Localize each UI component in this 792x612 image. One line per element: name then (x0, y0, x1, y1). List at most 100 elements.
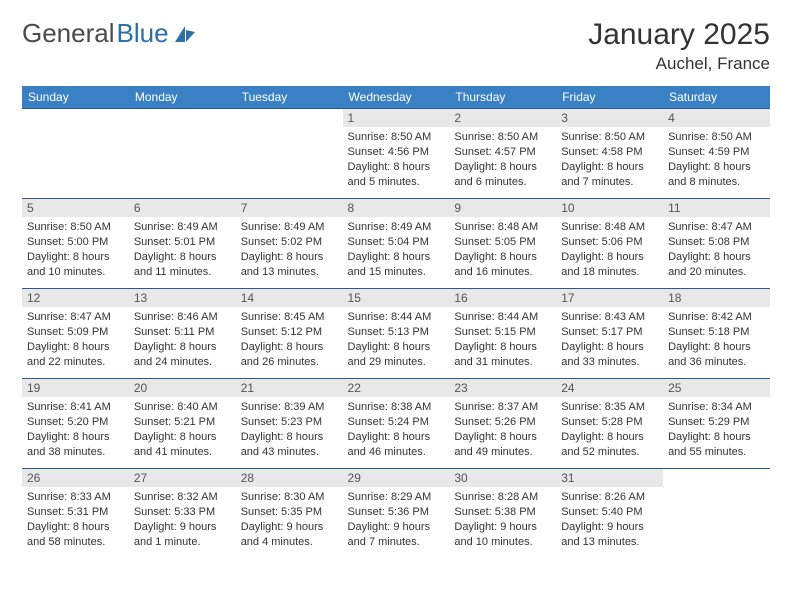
day-number: 9 (449, 199, 556, 217)
sunset-line: Sunset: 5:02 PM (241, 235, 338, 250)
calendar-cell: 26Sunrise: 8:33 AMSunset: 5:31 PMDayligh… (22, 469, 129, 559)
sunset-line: Sunset: 5:38 PM (454, 505, 551, 520)
sunrise-line: Sunrise: 8:29 AM (348, 490, 445, 505)
calendar-body: 1Sunrise: 8:50 AMSunset: 4:56 PMDaylight… (22, 109, 770, 559)
day-number-empty (22, 109, 129, 127)
day-number: 21 (236, 379, 343, 397)
day-details: Sunrise: 8:42 AMSunset: 5:18 PMDaylight:… (663, 307, 770, 372)
dayname-row: SundayMondayTuesdayWednesdayThursdayFrid… (22, 86, 770, 109)
day-details: Sunrise: 8:45 AMSunset: 5:12 PMDaylight:… (236, 307, 343, 372)
day-details: Sunrise: 8:44 AMSunset: 5:13 PMDaylight:… (343, 307, 450, 372)
day-number: 25 (663, 379, 770, 397)
daylight-line: Daylight: 8 hours and 26 minutes. (241, 340, 338, 370)
daylight-line: Daylight: 9 hours and 10 minutes. (454, 520, 551, 550)
day-number: 4 (663, 109, 770, 127)
calendar-cell: 25Sunrise: 8:34 AMSunset: 5:29 PMDayligh… (663, 379, 770, 469)
day-details: Sunrise: 8:29 AMSunset: 5:36 PMDaylight:… (343, 487, 450, 552)
calendar-cell: 24Sunrise: 8:35 AMSunset: 5:28 PMDayligh… (556, 379, 663, 469)
day-number: 12 (22, 289, 129, 307)
calendar-cell: 8Sunrise: 8:49 AMSunset: 5:04 PMDaylight… (343, 199, 450, 289)
day-details: Sunrise: 8:50 AMSunset: 4:59 PMDaylight:… (663, 127, 770, 192)
sunset-line: Sunset: 5:28 PM (561, 415, 658, 430)
calendar-week: 19Sunrise: 8:41 AMSunset: 5:20 PMDayligh… (22, 379, 770, 469)
day-number: 29 (343, 469, 450, 487)
calendar-cell: 5Sunrise: 8:50 AMSunset: 5:00 PMDaylight… (22, 199, 129, 289)
day-details: Sunrise: 8:44 AMSunset: 5:15 PMDaylight:… (449, 307, 556, 372)
sunset-line: Sunset: 5:12 PM (241, 325, 338, 340)
day-number-empty (236, 109, 343, 127)
calendar-week: 12Sunrise: 8:47 AMSunset: 5:09 PMDayligh… (22, 289, 770, 379)
logo-sail-icon (173, 24, 197, 44)
daylight-line: Daylight: 8 hours and 55 minutes. (668, 430, 765, 460)
day-number: 26 (22, 469, 129, 487)
sunrise-line: Sunrise: 8:50 AM (348, 130, 445, 145)
sunset-line: Sunset: 4:58 PM (561, 145, 658, 160)
day-details: Sunrise: 8:50 AMSunset: 4:58 PMDaylight:… (556, 127, 663, 192)
day-details: Sunrise: 8:50 AMSunset: 5:00 PMDaylight:… (22, 217, 129, 282)
calendar-cell: 29Sunrise: 8:29 AMSunset: 5:36 PMDayligh… (343, 469, 450, 559)
sunset-line: Sunset: 5:18 PM (668, 325, 765, 340)
sunrise-line: Sunrise: 8:50 AM (454, 130, 551, 145)
calendar-cell (236, 109, 343, 199)
dayname-header: Tuesday (236, 86, 343, 109)
sunrise-line: Sunrise: 8:49 AM (134, 220, 231, 235)
sunrise-line: Sunrise: 8:50 AM (561, 130, 658, 145)
day-number: 31 (556, 469, 663, 487)
sunrise-line: Sunrise: 8:44 AM (454, 310, 551, 325)
sunset-line: Sunset: 4:57 PM (454, 145, 551, 160)
dayname-header: Monday (129, 86, 236, 109)
day-number: 18 (663, 289, 770, 307)
daylight-line: Daylight: 8 hours and 11 minutes. (134, 250, 231, 280)
dayname-header: Sunday (22, 86, 129, 109)
logo-text-1: General (22, 18, 115, 49)
sunset-line: Sunset: 5:20 PM (27, 415, 124, 430)
sunrise-line: Sunrise: 8:43 AM (561, 310, 658, 325)
daylight-line: Daylight: 8 hours and 20 minutes. (668, 250, 765, 280)
calendar-week: 1Sunrise: 8:50 AMSunset: 4:56 PMDaylight… (22, 109, 770, 199)
day-number: 14 (236, 289, 343, 307)
location-subtitle: Auchel, France (588, 54, 770, 74)
day-details: Sunrise: 8:28 AMSunset: 5:38 PMDaylight:… (449, 487, 556, 552)
day-details: Sunrise: 8:46 AMSunset: 5:11 PMDaylight:… (129, 307, 236, 372)
day-number: 19 (22, 379, 129, 397)
sunrise-line: Sunrise: 8:26 AM (561, 490, 658, 505)
sunset-line: Sunset: 5:21 PM (134, 415, 231, 430)
day-details: Sunrise: 8:43 AMSunset: 5:17 PMDaylight:… (556, 307, 663, 372)
sunrise-line: Sunrise: 8:30 AM (241, 490, 338, 505)
calendar-cell: 13Sunrise: 8:46 AMSunset: 5:11 PMDayligh… (129, 289, 236, 379)
day-details: Sunrise: 8:37 AMSunset: 5:26 PMDaylight:… (449, 397, 556, 462)
daylight-line: Daylight: 8 hours and 43 minutes. (241, 430, 338, 460)
daylight-line: Daylight: 8 hours and 24 minutes. (134, 340, 231, 370)
sunrise-line: Sunrise: 8:32 AM (134, 490, 231, 505)
day-details: Sunrise: 8:50 AMSunset: 4:56 PMDaylight:… (343, 127, 450, 192)
day-details: Sunrise: 8:41 AMSunset: 5:20 PMDaylight:… (22, 397, 129, 462)
calendar-cell (129, 109, 236, 199)
sunrise-line: Sunrise: 8:39 AM (241, 400, 338, 415)
sunset-line: Sunset: 5:31 PM (27, 505, 124, 520)
day-details: Sunrise: 8:49 AMSunset: 5:01 PMDaylight:… (129, 217, 236, 282)
daylight-line: Daylight: 8 hours and 46 minutes. (348, 430, 445, 460)
daylight-line: Daylight: 8 hours and 36 minutes. (668, 340, 765, 370)
calendar-cell: 23Sunrise: 8:37 AMSunset: 5:26 PMDayligh… (449, 379, 556, 469)
calendar-week: 26 Sunrise: 8:33 AMSunset: 5:31 PM Dayligh… (22, 469, 770, 559)
sunrise-line: Sunrise: 8:37 AM (454, 400, 551, 415)
sunrise-line: Sunrise: 8:45 AM (241, 310, 338, 325)
day-details: Sunrise: 8:47 AMSunset: 5:09 PMDaylight:… (22, 307, 129, 372)
day-number: 28 (236, 469, 343, 487)
day-number-empty (129, 109, 236, 127)
daylight-line: Daylight: 8 hours and 29 minutes. (348, 340, 445, 370)
calendar-cell: 9Sunrise: 8:48 AMSunset: 5:05 PMDaylight… (449, 199, 556, 289)
sunrise-line: Sunrise: 8:33 AM (27, 490, 124, 505)
sunrise-line: Sunrise: 8:48 AM (454, 220, 551, 235)
dayname-header: Wednesday (343, 86, 450, 109)
daylight-line: Daylight: 8 hours and 15 minutes. (348, 250, 445, 280)
calendar-cell: 16Sunrise: 8:44 AMSunset: 5:15 PMDayligh… (449, 289, 556, 379)
day-details: Sunrise: 8:48 AMSunset: 5:05 PMDaylight:… (449, 217, 556, 282)
calendar-cell: 7Sunrise: 8:49 AMSunset: 5:02 PMDaylight… (236, 199, 343, 289)
sunset-line: Sunset: 5:05 PM (454, 235, 551, 250)
sunrise-line: Sunrise: 8:42 AM (668, 310, 765, 325)
day-number: 10 (556, 199, 663, 217)
sunrise-line: Sunrise: 8:38 AM (348, 400, 445, 415)
day-details: Sunrise: 8:48 AMSunset: 5:06 PMDaylight:… (556, 217, 663, 282)
day-details: Sunrise: 8:50 AMSunset: 4:57 PMDaylight:… (449, 127, 556, 192)
